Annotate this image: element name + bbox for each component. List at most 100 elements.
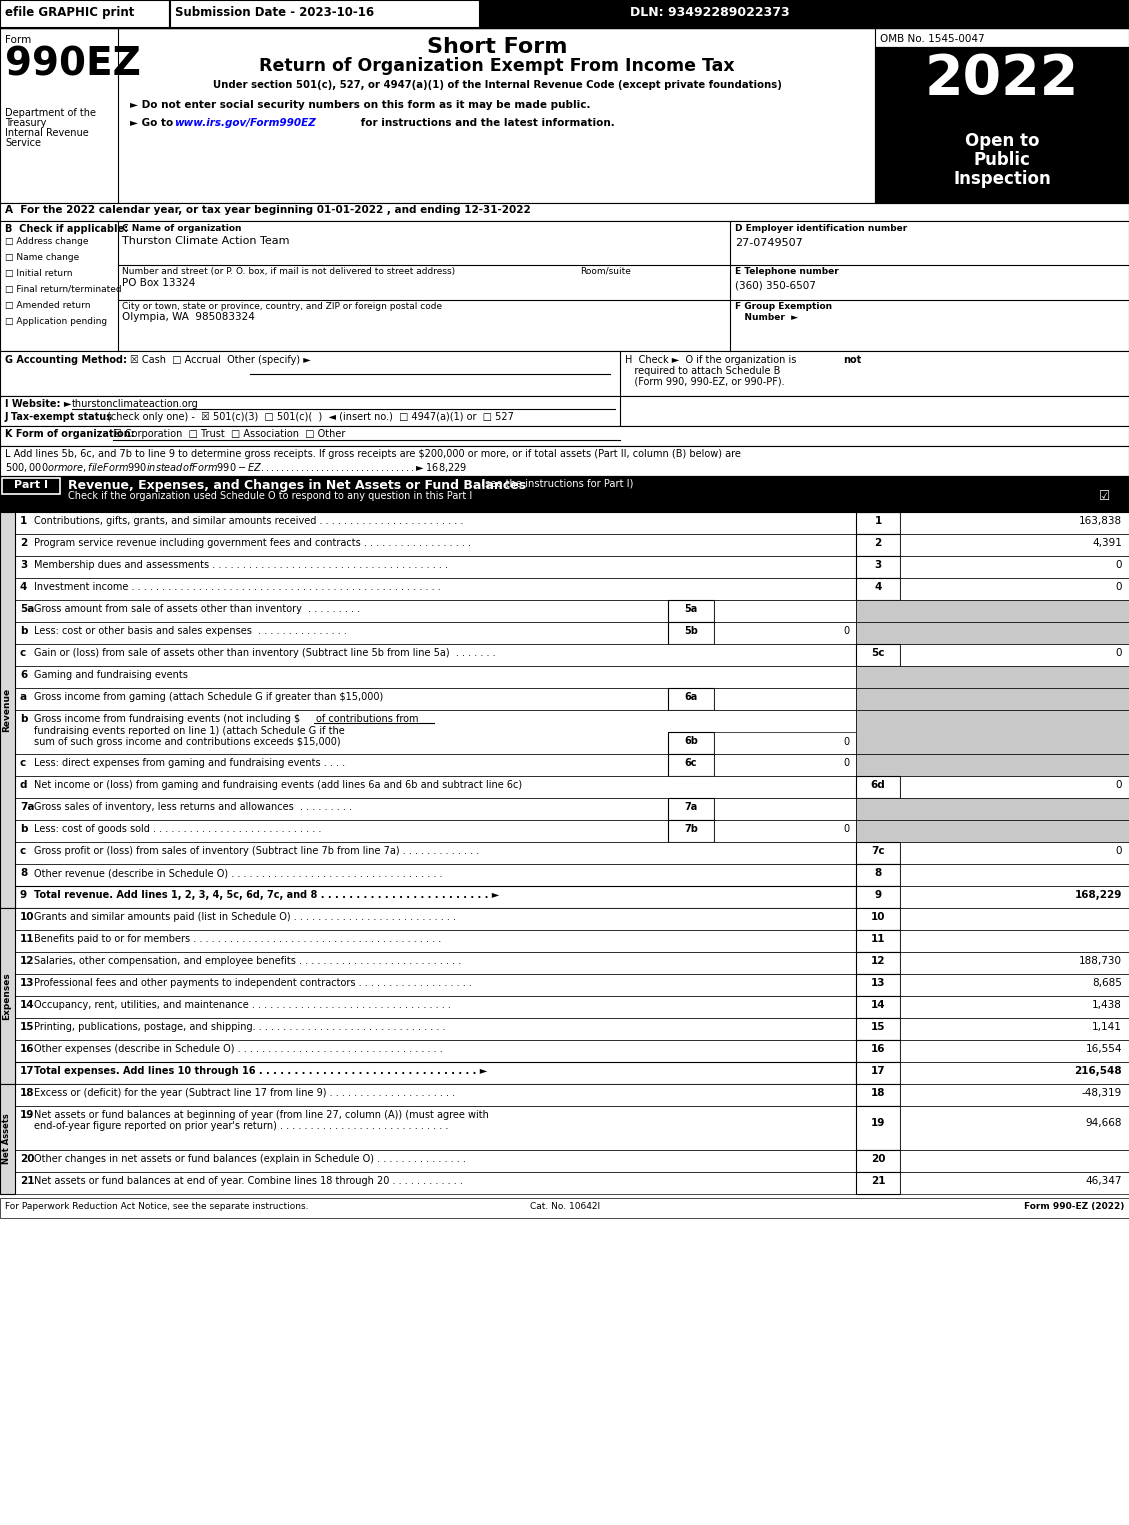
Text: 11: 11	[870, 933, 885, 944]
Bar	[15, 512, 856, 534]
Bar	[15, 776, 856, 798]
Text: Membership dues and assessments . . . . . . . . . . . . . . . . . . . . . . . . : Membership dues and assessments . . . . …	[34, 560, 448, 570]
Text: Cat. No. 10642I: Cat. No. 10642I	[530, 1202, 599, 1211]
Bar	[714, 622, 856, 644]
Text: 9: 9	[875, 891, 882, 900]
Bar	[900, 644, 1129, 666]
Text: 11: 11	[20, 933, 35, 944]
Text: required to attach Schedule B: required to attach Schedule B	[625, 366, 780, 377]
Text: C Name of organization: C Name of organization	[122, 224, 242, 233]
Bar	[15, 599, 856, 622]
Bar	[15, 534, 856, 557]
Bar	[714, 753, 856, 776]
Text: Total revenue. Add lines 1, 2, 3, 4, 5c, 6d, 7c, and 8 . . . . . . . . . . . . .: Total revenue. Add lines 1, 2, 3, 4, 5c,…	[34, 891, 499, 900]
Bar	[668, 599, 714, 622]
Text: 3: 3	[20, 560, 27, 570]
Bar	[714, 599, 856, 622]
Text: Less: cost of goods sold . . . . . . . . . . . . . . . . . . . . . . . . . . . .: Less: cost of goods sold . . . . . . . .…	[34, 824, 322, 834]
Text: c: c	[20, 846, 26, 856]
Text: 16: 16	[20, 1045, 35, 1054]
Bar	[15, 622, 856, 644]
Text: Net Assets: Net Assets	[2, 1113, 11, 1165]
Bar	[856, 688, 1129, 711]
Text: 0: 0	[1115, 560, 1122, 570]
Text: 2: 2	[20, 538, 27, 547]
Text: 5a: 5a	[684, 604, 698, 615]
Text: Gross profit or (loss) from sales of inventory (Subtract line 7b from line 7a) .: Gross profit or (loss) from sales of inv…	[34, 846, 479, 856]
Text: Return of Organization Exempt From Income Tax: Return of Organization Exempt From Incom…	[260, 56, 735, 75]
Text: 7a: 7a	[684, 802, 698, 811]
Text: Gain or (loss) from sale of assets other than inventory (Subtract line 5b from l: Gain or (loss) from sale of assets other…	[34, 648, 496, 657]
Bar	[900, 952, 1129, 974]
Text: 19: 19	[20, 1110, 34, 1119]
Bar	[856, 512, 900, 534]
Text: I Website: ►: I Website: ►	[5, 400, 71, 409]
Text: b: b	[20, 824, 27, 834]
Text: □ Address change: □ Address change	[5, 236, 88, 246]
Text: Revenue, Expenses, and Changes in Net Assets or Fund Balances: Revenue, Expenses, and Changes in Net As…	[68, 479, 526, 493]
Bar	[856, 907, 900, 930]
Text: fundraising events reported on line 1) (attach Schedule G if the: fundraising events reported on line 1) (…	[34, 726, 344, 737]
Bar	[856, 1106, 900, 1150]
Bar	[15, 753, 856, 776]
Text: efile GRAPHIC print: efile GRAPHIC print	[5, 6, 134, 18]
Bar	[900, 974, 1129, 996]
Bar	[15, 1040, 856, 1061]
Bar	[856, 1061, 900, 1084]
Bar	[668, 820, 714, 842]
Text: □ Initial return: □ Initial return	[5, 268, 72, 278]
Text: 990EZ: 990EZ	[5, 46, 141, 82]
Bar	[856, 1173, 900, 1194]
Text: Program service revenue including government fees and contracts . . . . . . . . : Program service revenue including govern…	[34, 538, 471, 547]
Text: Public: Public	[973, 151, 1031, 169]
Bar	[900, 1106, 1129, 1150]
Text: 94,668: 94,668	[1085, 1118, 1122, 1128]
Bar	[15, 1173, 856, 1194]
Text: 5a: 5a	[20, 604, 34, 615]
Text: Investment income . . . . . . . . . . . . . . . . . . . . . . . . . . . . . . . : Investment income . . . . . . . . . . . …	[34, 583, 440, 592]
Bar	[900, 907, 1129, 930]
Text: Excess or (deficit) for the year (Subtract line 17 from line 9) . . . . . . . . : Excess or (deficit) for the year (Subtra…	[34, 1087, 455, 1098]
Bar	[900, 1019, 1129, 1040]
Bar	[0, 1084, 15, 1194]
Text: for instructions and the latest information.: for instructions and the latest informat…	[357, 117, 615, 128]
Text: sum of such gross income and contributions exceeds $15,000): sum of such gross income and contributio…	[34, 737, 341, 747]
Bar	[15, 952, 856, 974]
Bar	[900, 1150, 1129, 1173]
Bar	[856, 666, 1129, 688]
Text: (see the instructions for Part I): (see the instructions for Part I)	[478, 479, 633, 490]
Text: 21: 21	[20, 1176, 35, 1186]
Text: 6b: 6b	[684, 737, 698, 746]
Text: end-of-year figure reported on prior year's return) . . . . . . . . . . . . . . : end-of-year figure reported on prior yea…	[34, 1121, 448, 1132]
Text: Treasury: Treasury	[5, 117, 46, 128]
Bar	[900, 776, 1129, 798]
Text: 18: 18	[20, 1087, 35, 1098]
Text: L Add lines 5b, 6c, and 7b to line 9 to determine gross receipts. If gross recei: L Add lines 5b, 6c, and 7b to line 9 to …	[5, 448, 741, 459]
Bar	[0, 512, 15, 907]
Text: Benefits paid to or for members . . . . . . . . . . . . . . . . . . . . . . . . : Benefits paid to or for members . . . . …	[34, 933, 441, 944]
Bar	[900, 578, 1129, 599]
Text: Total expenses. Add lines 10 through 16 . . . . . . . . . . . . . . . . . . . . : Total expenses. Add lines 10 through 16 …	[34, 1066, 488, 1077]
Text: DLN: 93492289022373: DLN: 93492289022373	[630, 6, 789, 18]
Bar	[856, 1040, 900, 1061]
Text: 21: 21	[870, 1176, 885, 1186]
Bar	[15, 1019, 856, 1040]
Text: K Form of organization:: K Form of organization:	[5, 429, 134, 439]
Bar	[856, 644, 900, 666]
Bar	[15, 996, 856, 1019]
Text: 15: 15	[870, 1022, 885, 1032]
Bar	[0, 0, 170, 27]
Bar	[668, 688, 714, 711]
Text: d: d	[20, 779, 27, 790]
Bar	[0, 0, 1129, 27]
Bar	[856, 622, 1129, 644]
Text: c: c	[20, 758, 26, 769]
Text: 216,548: 216,548	[1075, 1066, 1122, 1077]
Text: 14: 14	[870, 1000, 885, 1010]
Text: Service: Service	[5, 137, 41, 148]
Text: 6c: 6c	[685, 758, 698, 769]
Text: Gross sales of inventory, less returns and allowances  . . . . . . . . .: Gross sales of inventory, less returns a…	[34, 802, 352, 811]
Text: 20: 20	[20, 1154, 35, 1164]
Text: $500,000 or more, file Form 990 instead of Form 990-EZ . . . . . . . . . . . . .: $500,000 or more, file Form 990 instead …	[5, 461, 467, 474]
Text: Occupancy, rent, utilities, and maintenance . . . . . . . . . . . . . . . . . . : Occupancy, rent, utilities, and maintena…	[34, 1000, 450, 1010]
